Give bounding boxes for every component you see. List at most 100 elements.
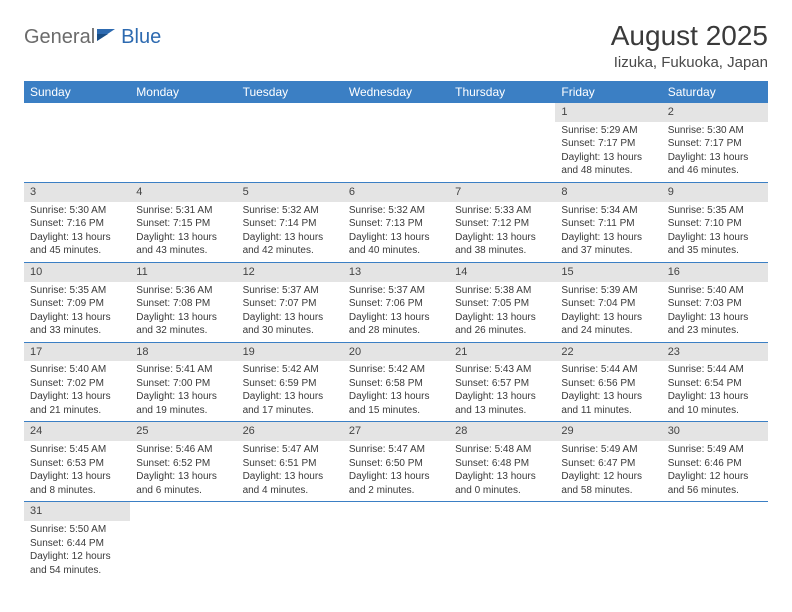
day-details: Sunrise: 5:40 AMSunset: 7:02 PMDaylight:…: [24, 361, 130, 421]
calendar-cell: 8Sunrise: 5:34 AMSunset: 7:11 PMDaylight…: [555, 182, 661, 262]
calendar-row: 10Sunrise: 5:35 AMSunset: 7:09 PMDayligh…: [24, 262, 768, 342]
day-details: Sunrise: 5:31 AMSunset: 7:15 PMDaylight:…: [130, 202, 236, 262]
calendar-cell: 12Sunrise: 5:37 AMSunset: 7:07 PMDayligh…: [237, 262, 343, 342]
day-details: Sunrise: 5:45 AMSunset: 6:53 PMDaylight:…: [24, 441, 130, 501]
calendar-cell: 4Sunrise: 5:31 AMSunset: 7:15 PMDaylight…: [130, 182, 236, 262]
sunrise-line: Sunrise: 5:49 AM: [668, 443, 762, 457]
calendar-row: 24Sunrise: 5:45 AMSunset: 6:53 PMDayligh…: [24, 422, 768, 502]
sunrise-line: Sunrise: 5:44 AM: [561, 363, 655, 377]
sunrise-line: Sunrise: 5:47 AM: [243, 443, 337, 457]
day-details: Sunrise: 5:33 AMSunset: 7:12 PMDaylight:…: [449, 202, 555, 262]
sunset-line: Sunset: 7:09 PM: [30, 297, 124, 311]
daylight-line: Daylight: 12 hours and 56 minutes.: [668, 470, 762, 497]
calendar-cell-empty: [130, 502, 236, 581]
day-details: Sunrise: 5:35 AMSunset: 7:10 PMDaylight:…: [662, 202, 768, 262]
day-number: 10: [24, 263, 130, 282]
calendar-cell: 22Sunrise: 5:44 AMSunset: 6:56 PMDayligh…: [555, 342, 661, 422]
sunset-line: Sunset: 6:48 PM: [455, 457, 549, 471]
weekday-header: Thursday: [449, 81, 555, 103]
calendar-cell: 3Sunrise: 5:30 AMSunset: 7:16 PMDaylight…: [24, 182, 130, 262]
calendar-cell: 18Sunrise: 5:41 AMSunset: 7:00 PMDayligh…: [130, 342, 236, 422]
calendar-cell: 11Sunrise: 5:36 AMSunset: 7:08 PMDayligh…: [130, 262, 236, 342]
sunset-line: Sunset: 6:57 PM: [455, 377, 549, 391]
sunset-line: Sunset: 7:04 PM: [561, 297, 655, 311]
daylight-line: Daylight: 13 hours and 43 minutes.: [136, 231, 230, 258]
daylight-line: Daylight: 13 hours and 0 minutes.: [455, 470, 549, 497]
sunrise-line: Sunrise: 5:34 AM: [561, 204, 655, 218]
calendar-table: Sunday Monday Tuesday Wednesday Thursday…: [24, 81, 768, 581]
daylight-line: Daylight: 13 hours and 28 minutes.: [349, 311, 443, 338]
daylight-line: Daylight: 13 hours and 45 minutes.: [30, 231, 124, 258]
sunset-line: Sunset: 7:00 PM: [136, 377, 230, 391]
calendar-cell: 31Sunrise: 5:50 AMSunset: 6:44 PMDayligh…: [24, 502, 130, 581]
daylight-line: Daylight: 13 hours and 37 minutes.: [561, 231, 655, 258]
sunset-line: Sunset: 6:46 PM: [668, 457, 762, 471]
logo-flag-icon: [97, 26, 119, 49]
day-details: Sunrise: 5:49 AMSunset: 6:46 PMDaylight:…: [662, 441, 768, 501]
sunrise-line: Sunrise: 5:49 AM: [561, 443, 655, 457]
daylight-line: Daylight: 13 hours and 38 minutes.: [455, 231, 549, 258]
sunset-line: Sunset: 6:59 PM: [243, 377, 337, 391]
sunrise-line: Sunrise: 5:45 AM: [30, 443, 124, 457]
month-title: August 2025: [611, 20, 768, 52]
sunset-line: Sunset: 7:12 PM: [455, 217, 549, 231]
day-number: 19: [237, 343, 343, 362]
day-number: 31: [24, 502, 130, 521]
day-details: Sunrise: 5:30 AMSunset: 7:16 PMDaylight:…: [24, 202, 130, 262]
day-number: 29: [555, 422, 661, 441]
calendar-body: 1Sunrise: 5:29 AMSunset: 7:17 PMDaylight…: [24, 103, 768, 581]
day-number: 18: [130, 343, 236, 362]
day-number: 28: [449, 422, 555, 441]
sunset-line: Sunset: 7:10 PM: [668, 217, 762, 231]
calendar-cell-empty: [237, 103, 343, 182]
calendar-cell-empty: [449, 103, 555, 182]
calendar-cell: 24Sunrise: 5:45 AMSunset: 6:53 PMDayligh…: [24, 422, 130, 502]
day-details: Sunrise: 5:35 AMSunset: 7:09 PMDaylight:…: [24, 282, 130, 342]
day-details: Sunrise: 5:47 AMSunset: 6:51 PMDaylight:…: [237, 441, 343, 501]
calendar-cell: 17Sunrise: 5:40 AMSunset: 7:02 PMDayligh…: [24, 342, 130, 422]
calendar-cell-empty: [555, 502, 661, 581]
day-number: 21: [449, 343, 555, 362]
location: Iizuka, Fukuoka, Japan: [611, 54, 768, 71]
sunset-line: Sunset: 6:54 PM: [668, 377, 762, 391]
sunrise-line: Sunrise: 5:40 AM: [30, 363, 124, 377]
calendar-cell: 5Sunrise: 5:32 AMSunset: 7:14 PMDaylight…: [237, 182, 343, 262]
day-details: Sunrise: 5:44 AMSunset: 6:54 PMDaylight:…: [662, 361, 768, 421]
calendar-cell-empty: [662, 502, 768, 581]
sunrise-line: Sunrise: 5:32 AM: [349, 204, 443, 218]
sunset-line: Sunset: 7:17 PM: [561, 137, 655, 151]
calendar-cell-empty: [343, 103, 449, 182]
calendar-row: 3Sunrise: 5:30 AMSunset: 7:16 PMDaylight…: [24, 182, 768, 262]
day-number: 27: [343, 422, 449, 441]
day-details: Sunrise: 5:42 AMSunset: 6:59 PMDaylight:…: [237, 361, 343, 421]
daylight-line: Daylight: 13 hours and 40 minutes.: [349, 231, 443, 258]
day-number: 4: [130, 183, 236, 202]
sunrise-line: Sunrise: 5:37 AM: [243, 284, 337, 298]
sunset-line: Sunset: 6:52 PM: [136, 457, 230, 471]
calendar-cell-empty: [343, 502, 449, 581]
daylight-line: Daylight: 13 hours and 35 minutes.: [668, 231, 762, 258]
calendar-cell: 21Sunrise: 5:43 AMSunset: 6:57 PMDayligh…: [449, 342, 555, 422]
calendar-row: 31Sunrise: 5:50 AMSunset: 6:44 PMDayligh…: [24, 502, 768, 581]
calendar-cell: 27Sunrise: 5:47 AMSunset: 6:50 PMDayligh…: [343, 422, 449, 502]
calendar-cell: 15Sunrise: 5:39 AMSunset: 7:04 PMDayligh…: [555, 262, 661, 342]
daylight-line: Daylight: 13 hours and 15 minutes.: [349, 390, 443, 417]
daylight-line: Daylight: 13 hours and 2 minutes.: [349, 470, 443, 497]
day-number: 23: [662, 343, 768, 362]
day-number: 17: [24, 343, 130, 362]
day-number: 14: [449, 263, 555, 282]
day-details: Sunrise: 5:30 AMSunset: 7:17 PMDaylight:…: [662, 122, 768, 182]
weekday-header: Sunday: [24, 81, 130, 103]
daylight-line: Daylight: 13 hours and 10 minutes.: [668, 390, 762, 417]
calendar-cell-empty: [130, 103, 236, 182]
day-number: 8: [555, 183, 661, 202]
day-details: Sunrise: 5:40 AMSunset: 7:03 PMDaylight:…: [662, 282, 768, 342]
daylight-line: Daylight: 13 hours and 21 minutes.: [30, 390, 124, 417]
daylight-line: Daylight: 13 hours and 26 minutes.: [455, 311, 549, 338]
sunset-line: Sunset: 7:13 PM: [349, 217, 443, 231]
calendar-cell: 9Sunrise: 5:35 AMSunset: 7:10 PMDaylight…: [662, 182, 768, 262]
calendar-cell-empty: [24, 103, 130, 182]
weekday-header: Monday: [130, 81, 236, 103]
weekday-header: Friday: [555, 81, 661, 103]
day-details: Sunrise: 5:39 AMSunset: 7:04 PMDaylight:…: [555, 282, 661, 342]
